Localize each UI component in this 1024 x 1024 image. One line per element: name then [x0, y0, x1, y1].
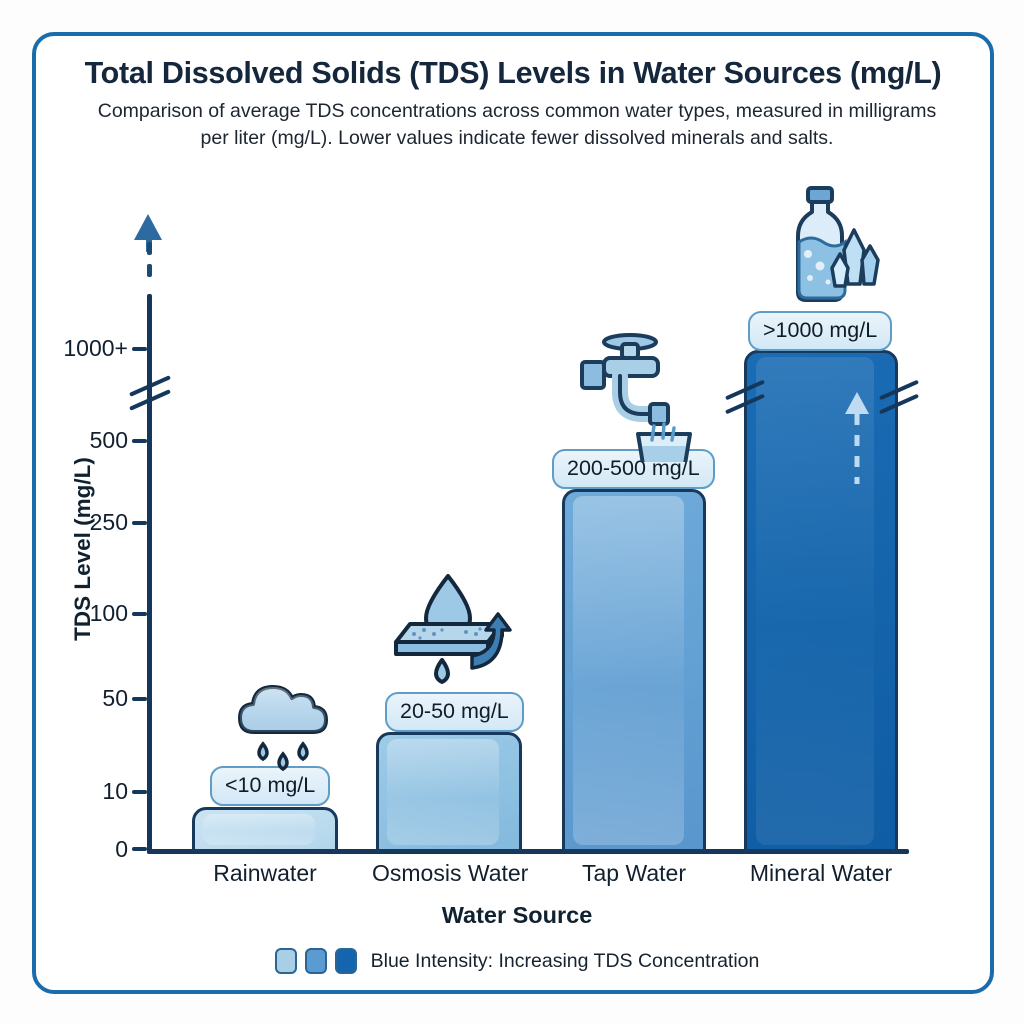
exceeds-axis-arrow-icon: [845, 392, 869, 484]
y-tick-label-50: 50: [102, 685, 128, 711]
reverse-osmosis-filter-icon: [394, 574, 512, 684]
legend: Blue Intensity: Increasing TDS Concentra…: [36, 948, 998, 974]
x-axis-title: Water Source: [441, 902, 593, 928]
bar-gloss: [573, 496, 684, 845]
x-axis-line: [147, 849, 909, 854]
y-tick-0: [132, 847, 147, 851]
y-tick-100: [132, 612, 147, 616]
bar-gloss: [387, 739, 500, 845]
y-tick-10: [132, 790, 147, 794]
y-tick-50: [132, 697, 147, 701]
bar-gloss: [203, 814, 316, 845]
bar-rainwater[interactable]: [192, 807, 338, 852]
y-tick-label-500: 500: [89, 427, 128, 453]
mineral-bottle-icon: [796, 186, 880, 302]
y-axis-line: [147, 294, 152, 854]
y-axis-arrow-icon: [134, 214, 162, 240]
bar-tap-water[interactable]: [562, 489, 706, 852]
y-tick-label-0: 0: [115, 836, 128, 862]
y-axis-dash: [147, 242, 152, 255]
legend-swatch-dark: [334, 948, 357, 974]
x-tick-label-mineral-water: Mineral Water: [749, 860, 893, 886]
value-badge-osmosis-water: 20-50 mg/L: [385, 692, 524, 732]
y-axis-title: TDS Level (mg/L): [70, 457, 95, 641]
chart-subtitle: Comparison of average TDS concentrations…: [97, 100, 937, 149]
y-tick-label-1000: 1000+: [63, 335, 128, 361]
y-axis-dash: [147, 264, 152, 277]
y-tick-label-10: 10: [102, 778, 128, 804]
value-badge-mineral-water: >1000 mg/L: [748, 311, 893, 351]
faucet-glass-icon: [580, 333, 692, 462]
legend-label: Blue Intensity: Increasing TDS Concentra…: [370, 949, 760, 972]
y-tick-250: [132, 521, 147, 525]
x-tick-label-rainwater: Rainwater: [213, 860, 317, 886]
y-tick-label-250: 250: [89, 509, 128, 535]
legend-swatch-light: [274, 948, 297, 974]
y-tick-label-100: 100: [89, 600, 128, 626]
bar-mineral-water[interactable]: [744, 350, 898, 852]
value-badge-rainwater: <10 mg/L: [210, 766, 331, 806]
chart-title: Total Dissolved Solids (TDS) Levels in W…: [84, 56, 942, 90]
plot-area: 0 10 50 100 250 500 1000+ TDS Level (mg/…: [36, 36, 998, 998]
chart-frame: Total Dissolved Solids (TDS) Levels in W…: [32, 32, 994, 994]
x-tick-label-tap-water: Tap Water: [582, 860, 686, 886]
legend-swatch-medium: [304, 948, 327, 974]
y-tick-500: [132, 439, 147, 443]
y-tick-1000: [132, 347, 147, 351]
rain-cloud-icon: [238, 685, 328, 772]
x-tick-label-osmosis-water: Osmosis Water: [372, 860, 529, 886]
bar-osmosis-water[interactable]: [376, 732, 522, 852]
